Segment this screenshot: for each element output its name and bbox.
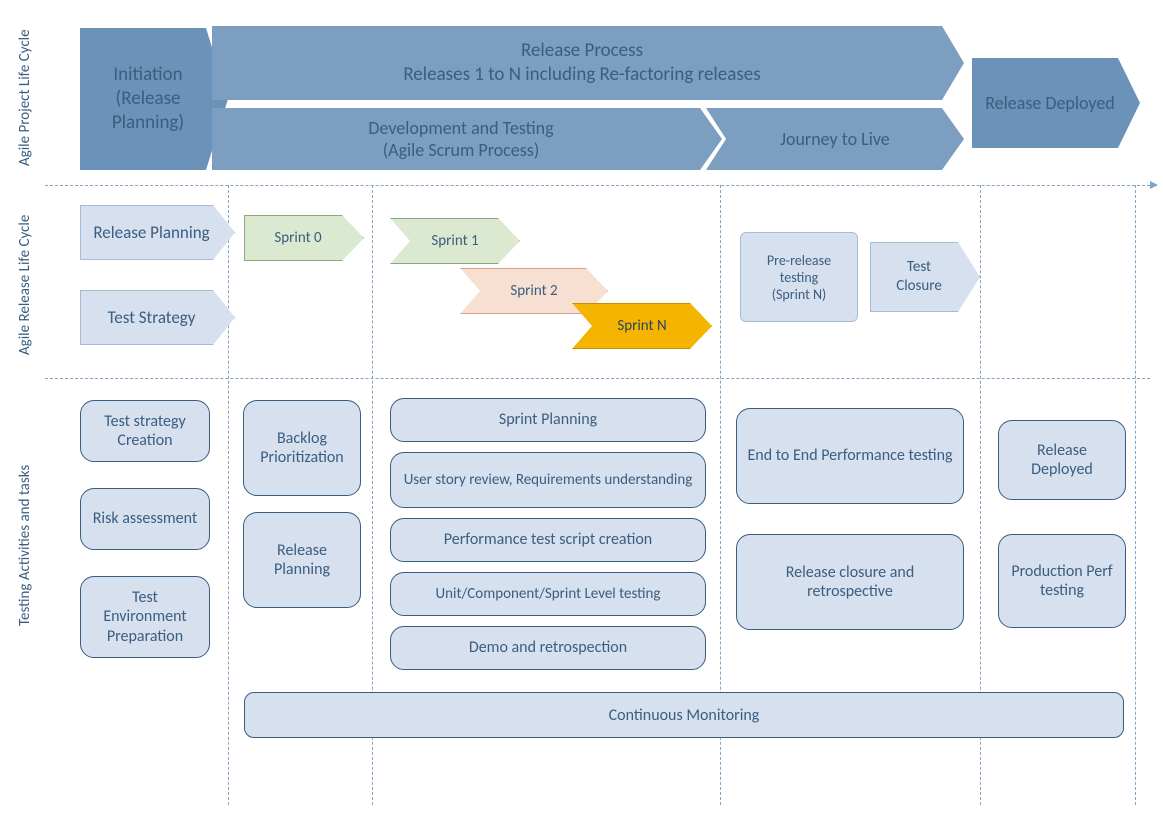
swimlane-label-tasks: Testing Activities and tasks	[10, 395, 40, 695]
task-prod-perf: Production Perf testing	[998, 534, 1126, 628]
box-pre-release: Pre-release testing (Sprint N)	[740, 232, 858, 322]
chev-initiation: Initiation (Release Planning)	[80, 28, 228, 170]
chev-release-deployed-label: Release Deployed	[973, 92, 1139, 115]
chev-release-planning-label: Release Planning	[81, 222, 233, 243]
task-test-strategy-creation: Test strategy Creation	[80, 400, 210, 462]
chev-release-planning: Release Planning	[80, 205, 235, 260]
chev-sprintN-label: Sprint N	[593, 317, 690, 336]
chev-sprint1: Sprint 1	[390, 218, 520, 264]
chev-sprintN: Sprint N	[572, 303, 712, 349]
chev-release-process: Release Process Releases 1 to N includin…	[212, 26, 964, 100]
task-perf-script: Performance test script creation	[390, 518, 706, 562]
arrow-h1	[1150, 181, 1158, 189]
chev-sprint0: Sprint 0	[244, 215, 364, 261]
chev-test-closure: Test Closure	[870, 242, 980, 312]
task-unit-test: Unit/Component/Sprint Level testing	[390, 572, 706, 616]
chev-release-process-label: Release Process Releases 1 to N includin…	[391, 39, 784, 87]
chev-initiation-label: Initiation (Release Planning)	[80, 63, 228, 134]
chev-sprint2-label: Sprint 2	[486, 282, 581, 301]
task-e2e: End to End Performance testing	[736, 408, 964, 504]
chev-sprint1-label: Sprint 1	[407, 232, 502, 251]
swimlane-label-release: Agile Release Life Cycle	[10, 205, 40, 365]
chev-dev-test-label: Development and Testing (Agile Scrum Pro…	[356, 117, 577, 162]
task-backlog: Backlog Prioritization	[243, 400, 361, 496]
swimlane-label-project: Agile Project Life Cycle	[10, 20, 40, 175]
chev-test-strategy-label: Test Strategy	[96, 307, 220, 328]
task-demo: Demo and retrospection	[390, 626, 706, 670]
chev-journey-label: Journey to Live	[756, 128, 914, 151]
task-deployed: Release Deployed	[998, 420, 1126, 500]
task-closure: Release closure and retrospective	[736, 534, 964, 630]
chev-journey: Journey to Live	[706, 108, 964, 170]
divider-v1	[228, 185, 229, 805]
task-release-planning: Release Planning	[243, 512, 361, 608]
task-test-env-prep: Test Environment Preparation	[80, 576, 210, 658]
divider-h2	[45, 378, 1150, 379]
divider-h1	[45, 185, 1150, 186]
task-sprint-planning: Sprint Planning	[390, 398, 706, 442]
chev-dev-test: Development and Testing (Agile Scrum Pro…	[212, 108, 722, 170]
chev-release-deployed: Release Deployed	[972, 58, 1140, 148]
chev-test-closure-label: Test Closure	[871, 258, 979, 296]
chev-test-strategy: Test Strategy	[80, 290, 235, 345]
task-risk-assessment: Risk assessment	[80, 488, 210, 550]
task-user-story: User story review, Requirements understa…	[390, 452, 706, 508]
divider-v5	[1135, 185, 1136, 805]
task-continuous-monitoring: Continuous Monitoring	[244, 692, 1124, 738]
chev-sprint0-label: Sprint 0	[262, 229, 345, 248]
